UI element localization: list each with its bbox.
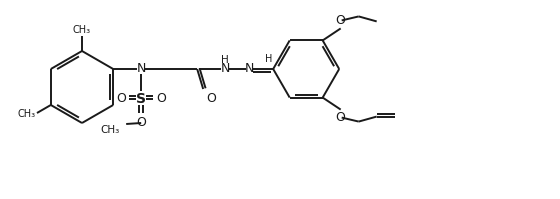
Text: CH₃: CH₃ bbox=[100, 125, 119, 135]
Text: H: H bbox=[265, 54, 273, 64]
Text: N: N bbox=[137, 62, 146, 75]
Text: S: S bbox=[136, 92, 146, 106]
Text: H: H bbox=[221, 55, 229, 65]
Text: N: N bbox=[245, 62, 254, 75]
Text: O: O bbox=[136, 116, 146, 129]
Text: CH₃: CH₃ bbox=[73, 25, 91, 35]
Text: CH₃: CH₃ bbox=[17, 109, 35, 119]
Text: O: O bbox=[116, 92, 126, 104]
Text: O: O bbox=[336, 111, 346, 124]
Text: N: N bbox=[221, 62, 230, 75]
Text: O: O bbox=[156, 92, 166, 104]
Text: O: O bbox=[336, 14, 346, 27]
Text: O: O bbox=[206, 92, 216, 105]
